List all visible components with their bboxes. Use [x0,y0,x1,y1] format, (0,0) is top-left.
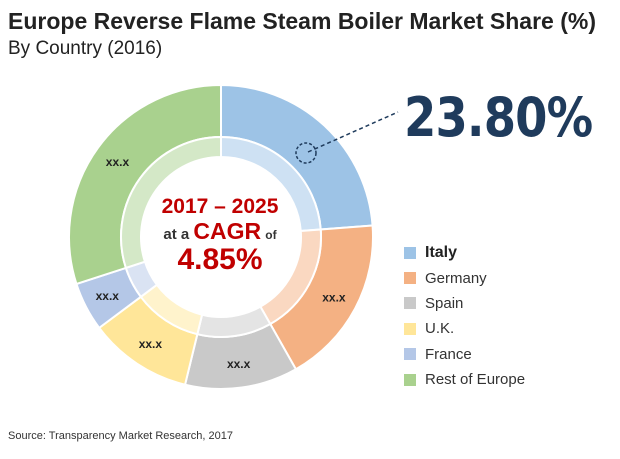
data-label-germany: xx.x [322,290,346,304]
chart-subtitle: By Country (2016) [8,38,163,59]
legend-swatch [404,322,416,335]
legend-label: Italy [425,243,458,261]
legend-item-spain: Spain [404,291,525,316]
legend-item-france: France [404,342,525,367]
legend-item-u-k: U.K. [404,316,525,341]
data-label-spain: xx.x [227,357,251,371]
legend-label: U.K. [425,320,455,338]
cagr-center-text: 2017 – 2025 at a CAGR of 4.85% [150,196,290,275]
data-label-u-k: xx.x [139,337,163,351]
legend-swatch [404,297,416,310]
legend-swatch [404,348,416,361]
slice-labels: xx.x xx.x xx.x xx.x xx.x [96,155,346,371]
legend-swatch [404,373,416,386]
legend-item-germany: Germany [404,265,525,290]
legend-label: Spain [425,294,464,312]
inner-ring-rest-of-europe [120,135,222,270]
legend-item-rest-of-europe: Rest of Europe [404,367,525,392]
legend-label: Germany [425,269,487,287]
legend-label: France [425,345,472,363]
cagr-value: 4.85% [177,243,263,276]
data-label-france: xx.x [96,289,120,303]
donut-inner-ring [120,135,322,338]
callout-leader-line [307,111,399,153]
source-note: Source: Transparency Market Research, 20… [8,430,234,442]
cagr-of: of [265,228,277,242]
cagr-line: at a CAGR of [150,220,290,243]
italy-share-callout: 23.80% [404,86,593,149]
data-label-rest-of-europe: xx.x [106,155,130,169]
legend-label: Rest of Europe [425,371,526,389]
legend-swatch [404,246,416,259]
cagr-at-a: at a [163,226,190,243]
chart-title: Europe Reverse Flame Steam Boiler Market… [8,8,597,34]
callout-marker-circle [295,142,317,164]
cagr-word: CAGR [193,218,262,244]
legend-swatch [404,272,416,285]
legend-item-italy: Italy [404,240,525,265]
chart-legend: Italy Germany Spain U.K. France Rest of Europ… [404,240,525,392]
cagr-years: 2017 – 2025 [161,195,279,218]
